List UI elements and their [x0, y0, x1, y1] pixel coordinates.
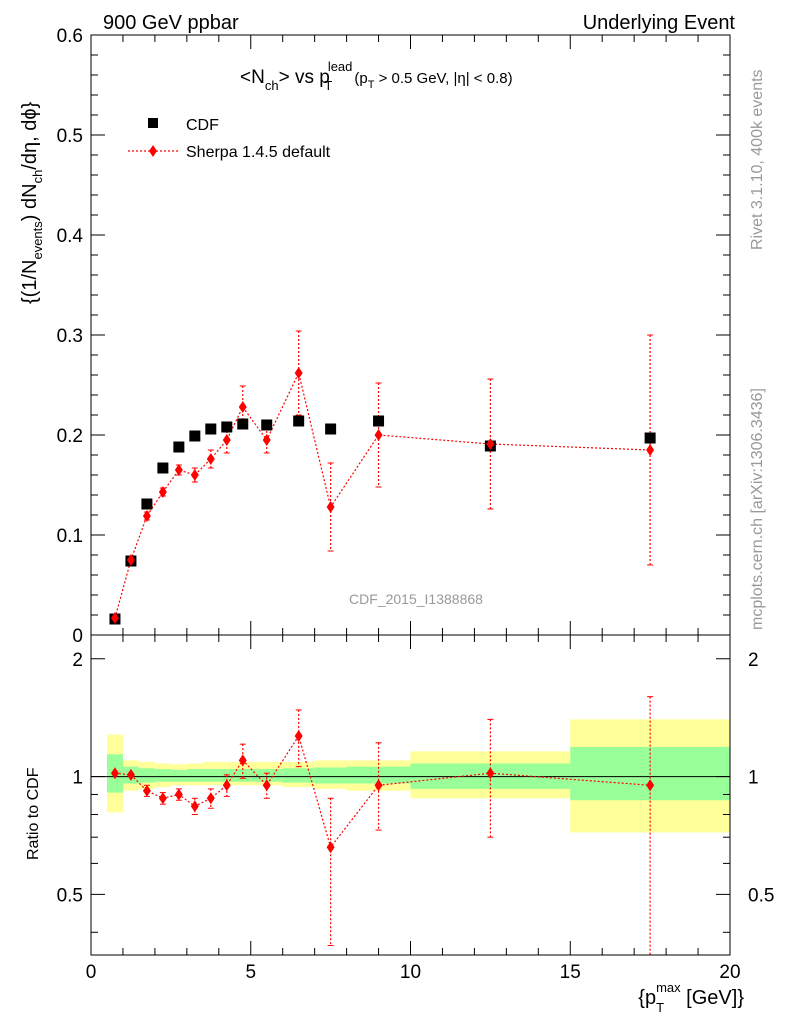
cdf-point — [141, 498, 153, 510]
ratio-y-tick-label-right: 0.5 — [748, 885, 774, 906]
ratio-band-green — [314, 767, 347, 784]
ratio-band-green — [186, 769, 203, 782]
ratio-point — [294, 729, 303, 742]
header-right: Underlying Event — [583, 12, 736, 34]
ratio-series-line — [114, 734, 651, 849]
ratio-uncertainty-bands — [106, 719, 730, 833]
y-tick-label: 0.1 — [57, 526, 83, 547]
ratio-point — [206, 792, 215, 805]
ratio-band-green — [202, 769, 219, 782]
ratio-band-green — [282, 768, 315, 783]
cdf-point — [644, 432, 656, 444]
sherpa-point — [374, 429, 383, 441]
rivet-label: Rivet 3.1.10, 400k events — [749, 69, 766, 250]
sherpa-point — [206, 453, 215, 465]
cdf-point — [293, 415, 305, 427]
legend-sherpa-label: Sherpa 1.4.5 default — [186, 144, 331, 161]
sherpa-point — [126, 554, 135, 566]
ratio-y-tick-label: 2 — [72, 650, 83, 671]
ratio-band-green — [234, 769, 251, 782]
cdf-point — [221, 421, 233, 433]
legend: CDF Sherpa 1.4.5 default — [128, 117, 331, 161]
ratio-point — [126, 768, 135, 781]
ratio-y-tick-label: 1 — [72, 768, 83, 789]
ratio-band-green — [250, 769, 283, 782]
ratio-points — [110, 729, 655, 854]
sherpa-point — [190, 469, 199, 481]
ratio-point — [486, 767, 495, 780]
ratio-point — [262, 779, 271, 792]
main-panel: 0 0.1 0.2 0.3 0.4 0.5 0.6 — [57, 26, 731, 647]
x-tick-label: 10 — [400, 962, 421, 983]
ratio-y-tick-label-right: 1 — [748, 768, 759, 789]
sherpa-point — [142, 510, 151, 522]
ratio-point — [142, 784, 151, 797]
sherpa-point — [646, 444, 655, 456]
ratio-point — [646, 779, 655, 792]
ratio-band-green — [154, 769, 171, 782]
cdf-point — [325, 423, 337, 435]
ratio-axis-ticks — [90, 635, 731, 955]
ratio-y-axis-label: Ratio to CDF — [25, 767, 42, 860]
ratio-point — [110, 767, 119, 780]
legend-sherpa-marker — [149, 145, 157, 157]
ratio-panel: 0.5 0.5 1 1 2 2 — [57, 634, 775, 956]
sherpa-point — [238, 401, 247, 413]
ratio-y-tick-label: 0.5 — [57, 885, 83, 906]
cdf-point — [261, 419, 273, 431]
ratio-band-green — [138, 768, 155, 783]
cdf-point — [205, 423, 217, 435]
ratio-y-tick-label-right: 2 — [748, 650, 759, 671]
ratio-point — [190, 800, 199, 813]
ratio-y-tick-labels: 0.5 0.5 1 1 2 2 — [57, 650, 775, 907]
y-tick-label: 0.4 — [57, 226, 84, 247]
analysis-watermark: CDF_2015_I1388868 — [349, 591, 483, 607]
x-axis-label: {pTmax [GeV]} — [638, 980, 744, 1015]
ratio-point — [222, 779, 231, 792]
sherpa-point — [294, 367, 303, 379]
cdf-point — [237, 418, 249, 430]
ratio-band-green — [170, 769, 187, 782]
cdf-point — [189, 430, 201, 442]
legend-cdf-label: CDF — [186, 117, 219, 134]
ratio-point — [174, 788, 183, 801]
sherpa-points — [110, 367, 655, 624]
x-tick-label: 5 — [245, 962, 256, 983]
y-tick-label: 0.6 — [57, 26, 83, 47]
mcplots-label: mcplots.cern.ch [arXiv:1306.3436] — [749, 388, 766, 630]
header-left: 900 GeV ppbar — [103, 12, 239, 34]
sherpa-point — [158, 486, 167, 498]
ratio-point — [326, 841, 335, 854]
ratio-plot-frame — [90, 634, 731, 956]
x-tick-label: 15 — [560, 962, 581, 983]
y-axis-label: {(1/Nevents) dNch/dη, dϕ} — [19, 101, 45, 304]
legend-cdf-marker — [148, 118, 158, 128]
x-tick-labels: 0 5 10 15 20 — [86, 962, 741, 983]
cdf-point — [373, 415, 385, 427]
cdf-point — [173, 441, 185, 453]
sherpa-point — [222, 434, 231, 446]
sherpa-point — [262, 434, 271, 446]
sherpa-point — [326, 501, 335, 513]
y-tick-label: 0.2 — [57, 426, 83, 447]
ratio-point — [374, 779, 383, 792]
sherpa-series-line — [114, 371, 651, 619]
x-tick-label: 0 — [86, 962, 97, 983]
sherpa-point — [110, 612, 119, 624]
cdf-point — [157, 462, 169, 474]
y-tick-label: 0.3 — [57, 326, 83, 347]
ratio-error-bars — [111, 696, 654, 956]
sherpa-point — [486, 438, 495, 450]
main-y-tick-labels: 0 0.1 0.2 0.3 0.4 0.5 0.6 — [57, 26, 84, 647]
sherpa-point — [174, 464, 183, 476]
x-tick-label: 20 — [719, 962, 740, 983]
y-tick-label: 0 — [72, 626, 83, 647]
ratio-point — [158, 792, 167, 805]
ratio-point — [238, 754, 247, 767]
chart-title: <Nch> vs plead T (pT > 0.5 GeV, |η| < 0.8) — [240, 59, 513, 93]
y-tick-label: 0.5 — [57, 126, 83, 147]
